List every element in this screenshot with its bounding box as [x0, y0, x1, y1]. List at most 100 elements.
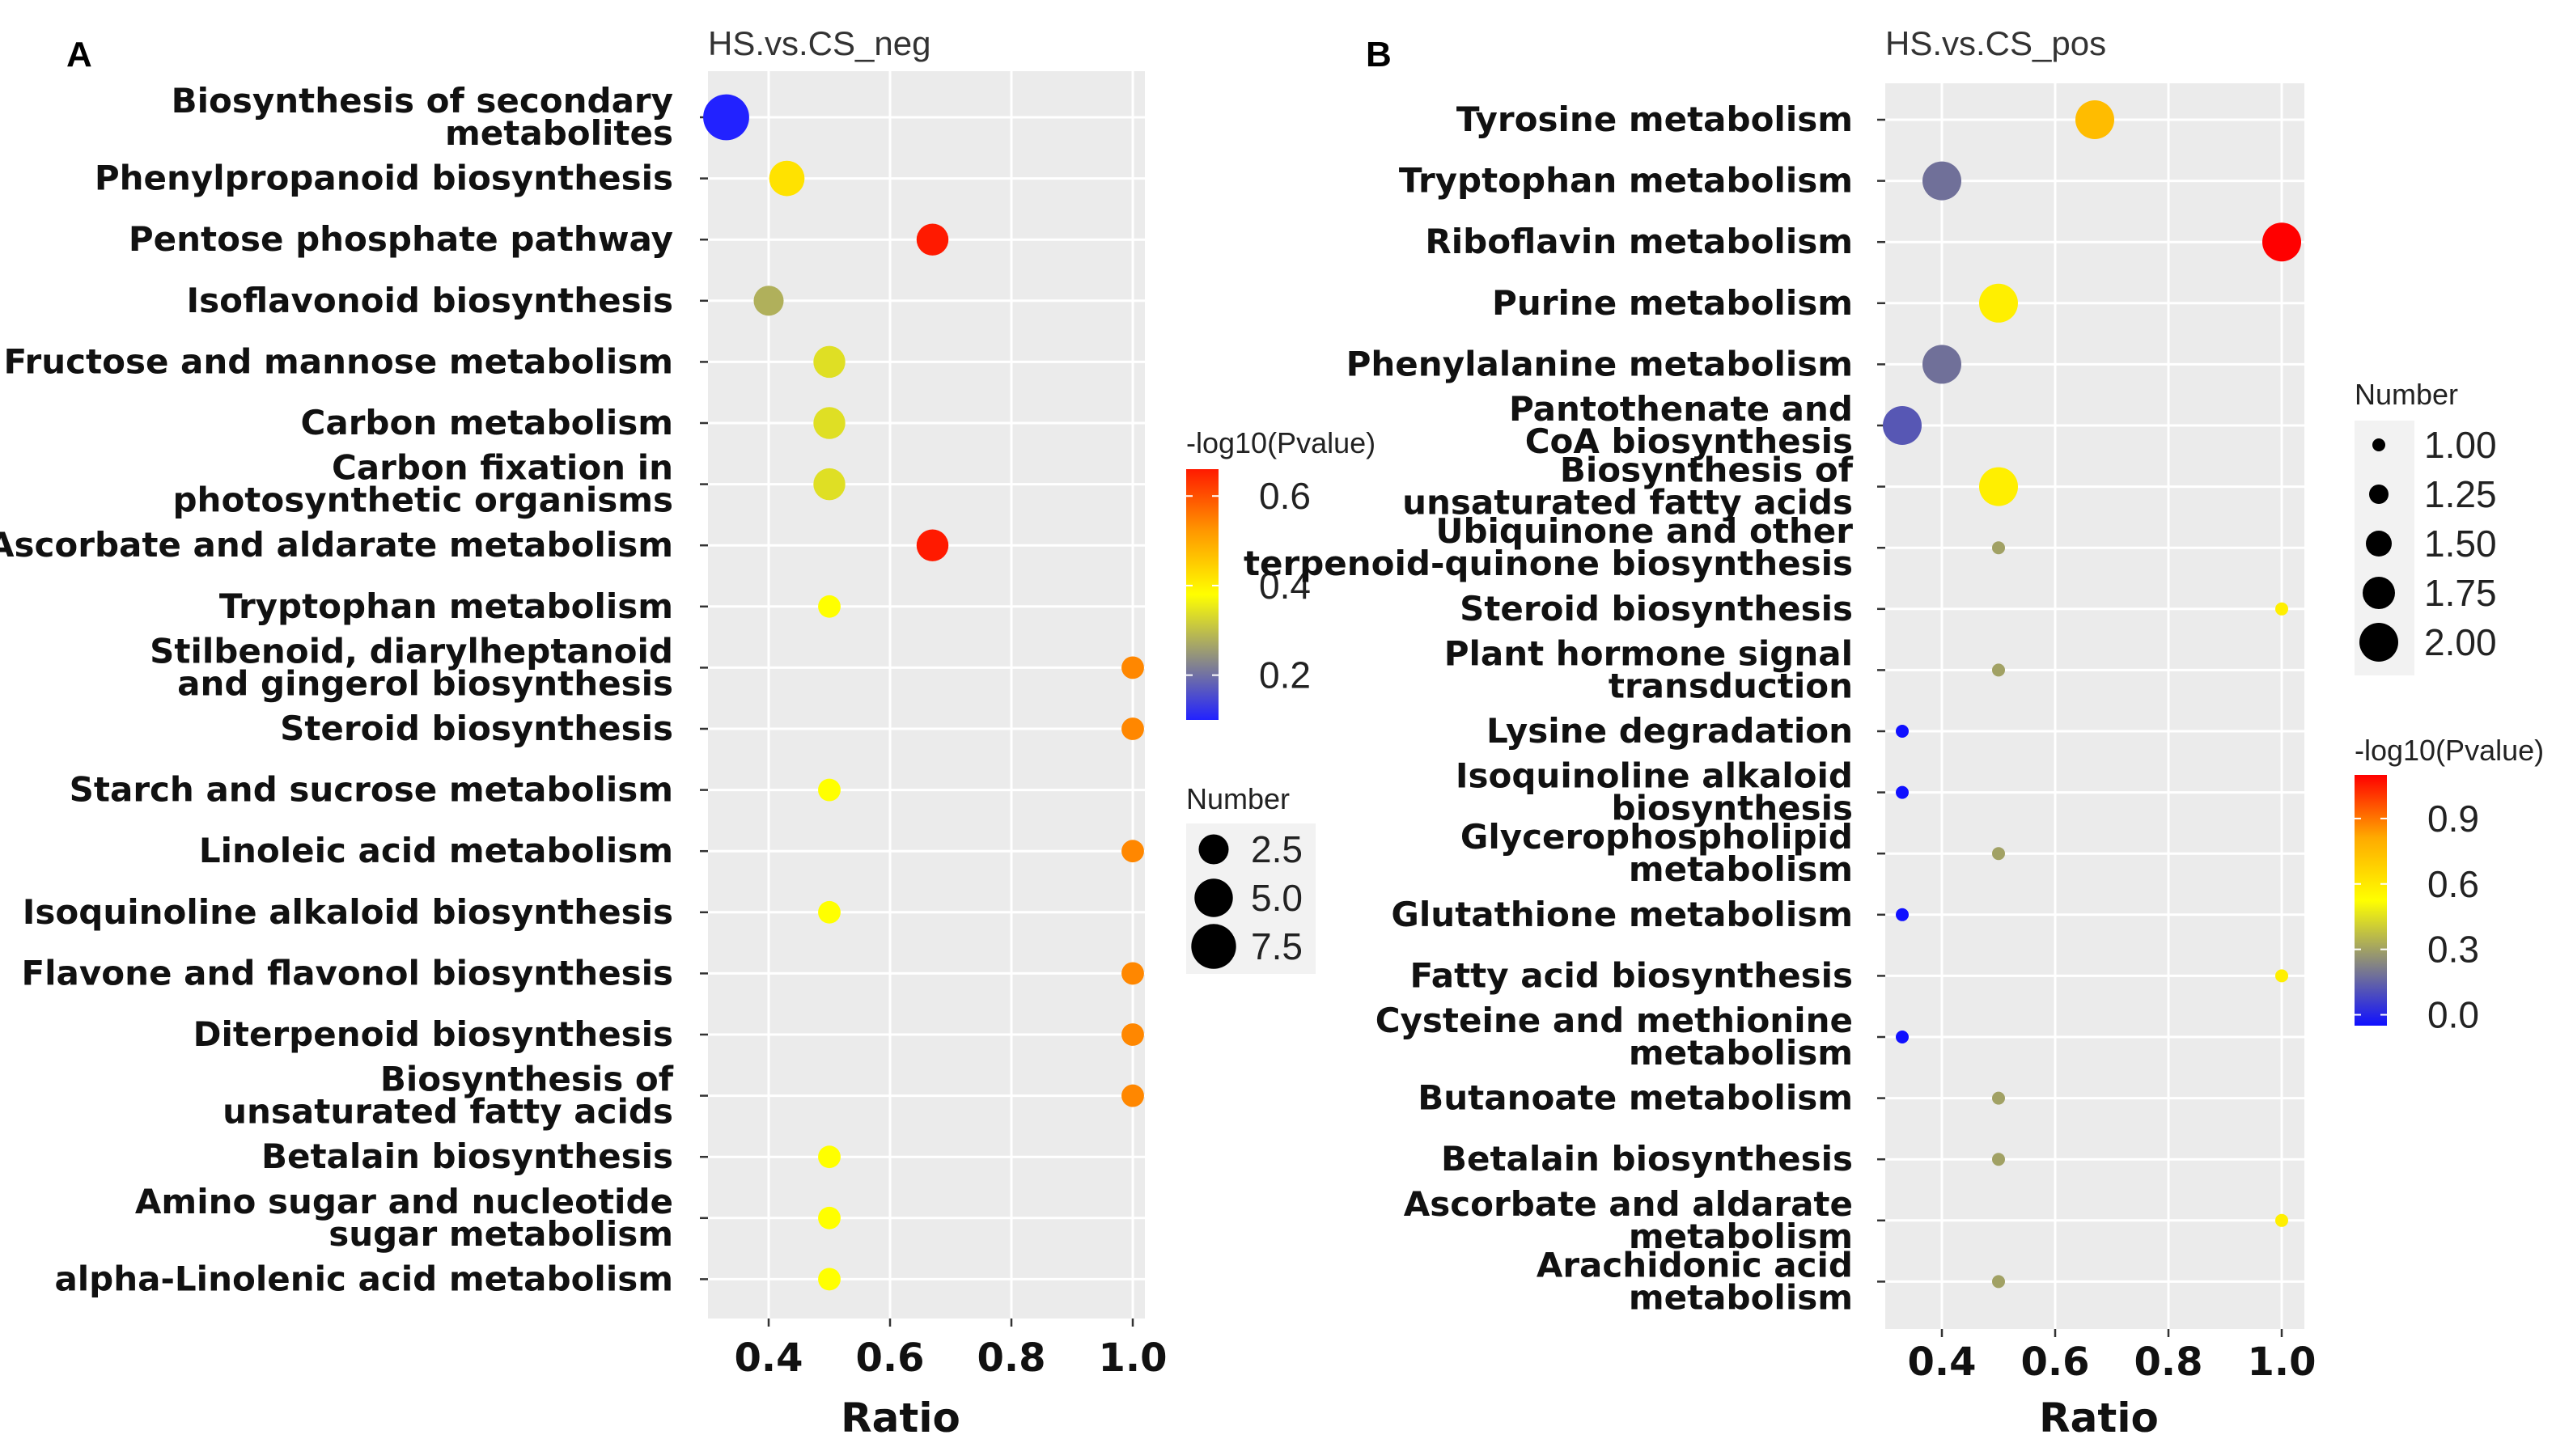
category-label: Diterpenoid biosynthesis — [193, 1014, 673, 1054]
category-label: Purine metabolism — [1492, 283, 1853, 323]
panel-b-category-labels: Tyrosine metabolism Tryptophan metabolism… — [1244, 99, 1854, 1317]
category-label: Steroid biosynthesis — [1460, 589, 1853, 629]
category-label: Ascorbate and aldarate metabolism — [0, 525, 673, 565]
size-legend-dots — [2359, 438, 2398, 662]
panel-letter-b: B — [1366, 35, 1392, 74]
panel-b: B HS.vs.CS_pos Tyrosine metabolism Trypto… — [1244, 24, 2544, 1441]
data-point — [1992, 663, 2005, 677]
color-tick-label: 0.6 — [1259, 475, 1311, 517]
color-tick-label: 0.9 — [2427, 798, 2479, 840]
data-point — [916, 529, 949, 561]
data-point — [1992, 847, 2005, 861]
panel-b-x-axis-title: Ratio — [2039, 1395, 2159, 1441]
panel-b-size-legend: Number 1.00 1.25 1.50 1.75 2.00 — [2355, 378, 2497, 675]
data-point — [1922, 345, 1961, 384]
size-legend-dot — [1198, 834, 1229, 865]
color-tick-label: 0.0 — [2427, 994, 2479, 1036]
legend-title: -log10(Pvalue) — [2355, 734, 2544, 767]
data-point — [1992, 1153, 2005, 1166]
data-point — [1121, 717, 1144, 740]
size-legend-label: 2.5 — [1251, 828, 1303, 870]
category-label: Ascorbate and aldarate metabolism — [1404, 1184, 1853, 1256]
category-label: Phenylalanine metabolism — [1346, 344, 1853, 383]
color-bar-ticks — [2355, 817, 2387, 1016]
category-label: Linoleic acid metabolism — [199, 831, 673, 870]
size-legend-dot — [1194, 878, 1233, 917]
category-label: Lysine degradation — [1486, 711, 1853, 751]
data-point — [2275, 602, 2288, 616]
data-point — [1896, 725, 1909, 738]
panel-a-plot-area — [708, 71, 1145, 1318]
color-tick-label: 0.4 — [1259, 565, 1311, 607]
color-bar — [1186, 469, 1219, 720]
category-label: Biosynthesis of unsaturated fatty acids — [223, 1060, 674, 1132]
panel-letter-a: A — [66, 35, 92, 74]
color-bar-ticks — [1186, 495, 1219, 676]
panel-b-x-tick-labels: 0.4 0.6 0.8 1.0 — [1907, 1340, 2316, 1385]
x-tick-label: 0.4 — [734, 1335, 803, 1381]
size-legend-dot — [2366, 531, 2392, 557]
category-label: Tyrosine metabolism — [1456, 99, 1853, 139]
size-legend-dot — [2359, 623, 2398, 662]
panel-b-points — [1883, 100, 2301, 1289]
panel-a-color-legend: -log10(Pvalue) 0.6 0.4 0.2 — [1186, 426, 1376, 720]
category-label: Tryptophan metabolism — [219, 586, 673, 626]
data-point — [1121, 1084, 1144, 1107]
color-bar — [2355, 775, 2387, 1026]
size-legend-label: 5.0 — [1251, 877, 1303, 919]
data-point — [703, 94, 749, 141]
category-label: Fatty acid biosynthesis — [1410, 955, 1854, 995]
data-point — [1922, 161, 1961, 201]
data-point — [1979, 467, 2018, 506]
x-tick-label: 1.0 — [2247, 1340, 2316, 1385]
size-legend-label: 1.50 — [2424, 523, 2497, 565]
x-tick-label: 0.8 — [977, 1335, 1045, 1381]
category-label: Phenylpropanoid biosynthesis — [95, 159, 673, 198]
x-tick-label: 1.0 — [1098, 1335, 1167, 1381]
legend-title: -log10(Pvalue) — [1186, 426, 1376, 459]
legend-title: Number — [1186, 782, 1290, 815]
panel-a-x-tick-labels: 0.4 0.6 0.8 1.0 — [734, 1335, 1167, 1381]
x-tick-label: 0.6 — [855, 1335, 924, 1381]
panel-b-plot-area — [1885, 83, 2304, 1329]
size-legend-dot — [2363, 577, 2395, 609]
panel-a-category-labels: Biosynthesis of secondary metabolites Phen… — [0, 81, 674, 1298]
data-point — [1992, 1091, 2005, 1105]
category-label: Flavone and flavonol biosynthesis — [21, 953, 673, 993]
data-point — [818, 900, 841, 924]
data-point — [818, 1145, 841, 1169]
category-label: Fructose and mannose metabolism — [4, 341, 674, 381]
category-label: Tryptophan metabolism — [1399, 161, 1853, 201]
data-point — [813, 407, 846, 439]
category-label: alpha-Linolenic acid metabolism — [54, 1259, 673, 1298]
panel-b-title: HS.vs.CS_pos — [1885, 24, 2106, 62]
size-legend-dot — [2372, 438, 2385, 451]
x-tick-label: 0.4 — [1907, 1340, 1976, 1385]
category-label: Cysteine and methionine metabolism — [1376, 1001, 1853, 1073]
data-point — [1121, 1023, 1144, 1046]
panel-a-x-axis-title: Ratio — [841, 1395, 960, 1441]
data-point — [1992, 1275, 2005, 1289]
size-legend-label: 7.5 — [1251, 925, 1303, 967]
color-tick-label: 0.2 — [1259, 654, 1311, 696]
category-label: Arachidonic acid metabolism — [1537, 1245, 1853, 1317]
x-tick-label: 0.8 — [2134, 1340, 2202, 1385]
data-point — [813, 468, 846, 501]
data-point — [818, 1206, 841, 1230]
category-label: Starch and sucrose metabolism — [70, 770, 673, 810]
data-point — [1979, 283, 2018, 323]
data-point — [1992, 541, 2005, 555]
panel-a: A HS.vs.CS_neg Biosynthesis of secondary… — [0, 24, 1376, 1441]
category-label: Betalain biosynthesis — [1441, 1139, 1853, 1179]
size-legend-label: 2.00 — [2424, 621, 2497, 663]
data-point — [1883, 406, 1922, 445]
data-point — [753, 286, 784, 316]
category-label: Stilbenoid, diarylheptanoid and gingerol … — [150, 631, 673, 703]
category-label: Glutathione metabolism — [1391, 895, 1853, 934]
category-label: Butanoate metabolism — [1418, 1078, 1853, 1118]
panel-a-points — [703, 94, 1144, 1291]
category-label: Riboflavin metabolism — [1425, 222, 1853, 261]
panel-b-color-legend: -log10(Pvalue) 0.9 0.6 0.3 0.0 — [2355, 734, 2544, 1036]
data-point — [2275, 1213, 2288, 1227]
data-point — [1896, 785, 1909, 799]
